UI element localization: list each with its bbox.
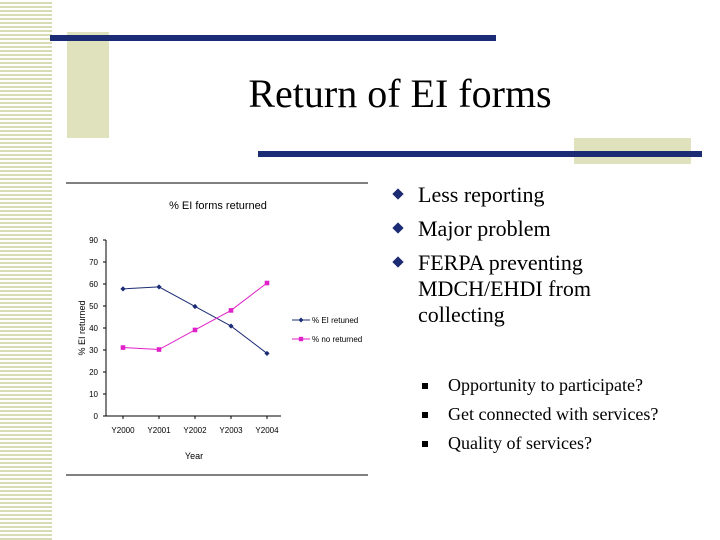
diamond-bullet-icon	[392, 188, 404, 200]
legend-label: % no returned	[312, 335, 362, 344]
square-bullet-icon	[422, 383, 428, 389]
y-tick-label: 10	[89, 390, 98, 399]
data-point	[264, 280, 270, 286]
data-point	[228, 323, 234, 329]
decorative-olive-block-top	[67, 32, 109, 138]
bullet-text: Major problem	[418, 216, 551, 241]
x-tick-label: Y2003	[219, 426, 243, 435]
sub-bullet-item: Opportunity to participate?	[420, 371, 720, 400]
y-tick-label: 70	[89, 258, 98, 267]
legend-marker	[298, 317, 304, 323]
y-tick-label: 20	[89, 368, 98, 377]
decorative-navy-bar-bottom	[258, 151, 702, 157]
legend-marker	[298, 336, 304, 342]
sub-bullet-list: Opportunity to participate? Get connecte…	[420, 371, 720, 458]
decorative-navy-bar-top	[50, 35, 496, 41]
series-line-1	[122, 282, 268, 351]
line-chart: % EI forms returned % EI returned Year 9…	[66, 182, 368, 476]
y-tick-label: 60	[89, 280, 98, 289]
diamond-bullet-icon	[392, 256, 404, 268]
bullet-item: Major problem	[392, 212, 712, 246]
chart-title: % EI forms returned	[169, 200, 267, 212]
bullet-item: FERPA preventing MDCH/EHDI from collecti…	[392, 246, 712, 332]
data-point	[264, 350, 270, 357]
sub-bullet-text: Get connected with services?	[448, 404, 659, 424]
y-tick-label: 90	[89, 236, 98, 245]
diamond-bullet-icon	[392, 222, 404, 234]
x-tick-label: Y2002	[183, 426, 207, 435]
bullet-text: FERPA preventing MDCH/EHDI from collecti…	[418, 250, 591, 327]
sub-bullet-item: Get connected with services?	[420, 400, 720, 429]
bullet-text: Less reporting	[418, 182, 545, 207]
bullet-list: Less reporting Major problem FERPA preve…	[392, 178, 712, 332]
legend-label: % EI retuned	[312, 316, 358, 325]
sub-bullet-item: Quality of services?	[420, 429, 720, 458]
y-tick-label: 30	[89, 346, 98, 355]
x-tick-label: Y2001	[147, 426, 171, 435]
square-bullet-icon	[422, 412, 428, 418]
x-tick-label: Y2000	[111, 426, 135, 435]
slide-title: Return of EI forms	[248, 71, 552, 116]
data-point	[120, 345, 126, 350]
decorative-stripe-bar	[0, 0, 52, 540]
sub-bullet-text: Opportunity to participate?	[448, 375, 643, 395]
bullet-item: Less reporting	[392, 178, 712, 212]
chart-y-axis-label: % EI returned	[77, 300, 87, 355]
series-line-0	[122, 286, 268, 354]
chart-container: % EI forms returned % EI returned Year 9…	[66, 182, 368, 476]
y-tick-label: 40	[89, 324, 98, 333]
data-point	[156, 284, 162, 290]
x-tick-label: Y2004	[255, 426, 279, 435]
sub-bullet-text: Quality of services?	[448, 433, 592, 453]
data-point	[192, 303, 198, 310]
y-tick-label: 0	[94, 412, 99, 421]
data-point	[156, 347, 162, 352]
y-tick-label: 50	[89, 302, 98, 311]
square-bullet-icon	[422, 441, 428, 447]
data-point	[192, 327, 198, 333]
data-point	[120, 286, 126, 292]
data-point	[228, 308, 234, 313]
chart-x-axis-label: Year	[185, 451, 203, 461]
